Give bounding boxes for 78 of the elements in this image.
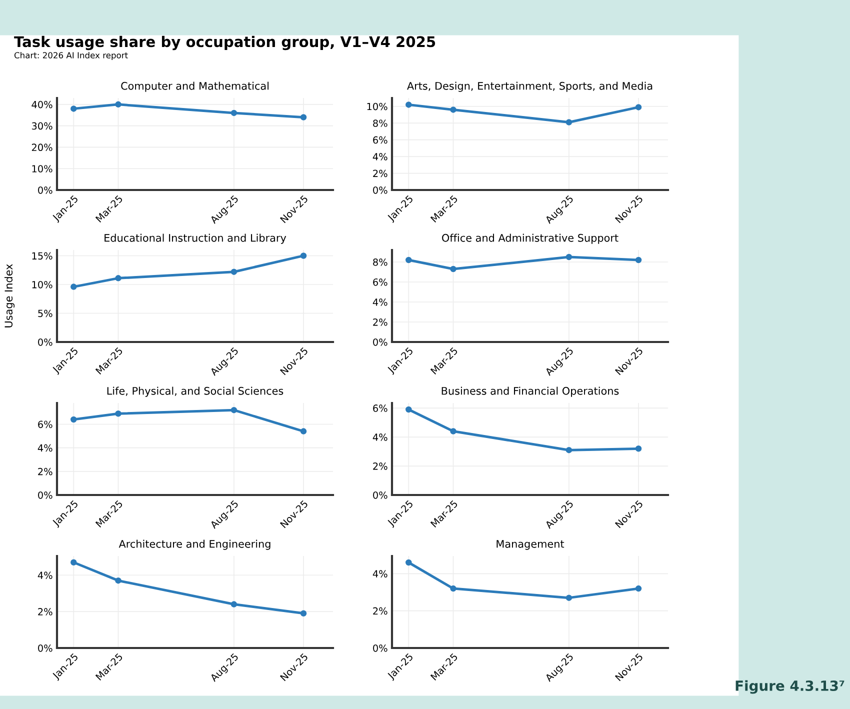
point — [566, 254, 572, 260]
y-tick-label: 2% — [373, 170, 388, 178]
y-tick-label: 4% — [372, 570, 388, 578]
y-tick-label: 4% — [38, 572, 52, 579]
point — [115, 577, 122, 584]
point — [300, 610, 307, 617]
point — [450, 585, 456, 592]
y-tick-label: 15% — [32, 252, 52, 260]
y-tick-label: 10% — [32, 280, 52, 288]
point — [406, 102, 412, 108]
point — [450, 428, 456, 434]
point — [406, 256, 412, 264]
point — [115, 275, 122, 282]
point — [566, 594, 572, 601]
y-tick-label: 2% — [373, 462, 388, 470]
point — [70, 559, 77, 566]
y-tick-label: 8% — [373, 258, 388, 266]
y-tick-label: 10% — [367, 102, 388, 110]
y-tick-label: 6% — [373, 404, 388, 412]
y-tick-label: 4% — [372, 153, 388, 160]
y-tick-label: 6% — [373, 136, 388, 144]
point — [566, 119, 572, 126]
text: Chart: 2026 AI Index report — [14, 52, 128, 60]
y-tick-label: 0% — [373, 491, 388, 499]
y-tick-label: 2% — [373, 318, 388, 326]
y-tick-label: 0% — [38, 644, 52, 652]
chart-title: Life, Physical, and Social Sciences — [107, 386, 284, 397]
chart-title: Business and Financial Operations — [442, 386, 619, 397]
y-tick-label: 40% — [32, 100, 52, 108]
point — [406, 406, 412, 413]
point — [635, 585, 642, 592]
y-tick-label: 0% — [38, 186, 52, 194]
point — [230, 110, 238, 116]
point — [450, 266, 456, 272]
caption: Figure 4.3.13⁷ — [736, 680, 844, 694]
y-tick-label: 8% — [373, 120, 388, 127]
text: Task usage share by occupation group, V1–V4 2025 — [14, 36, 436, 50]
point — [230, 601, 238, 608]
point — [230, 268, 238, 275]
y-tick-label: 0% — [373, 338, 388, 346]
y-axis-title: Usage Index — [4, 264, 15, 328]
chart-title: Computer and Mathematical — [121, 82, 269, 92]
y-tick-label: 2% — [38, 608, 52, 616]
point — [635, 104, 642, 110]
y-tick-label: 10% — [32, 165, 52, 172]
point — [115, 101, 122, 108]
point — [450, 106, 456, 113]
y-tick-label: 6% — [38, 420, 52, 428]
point — [70, 416, 77, 423]
chart-title: Educational Instruction and Library — [104, 234, 286, 244]
y-tick-label: 0% — [38, 491, 52, 499]
y-tick-label: 4% — [372, 434, 388, 441]
chart-title: Office and Administrative Support — [442, 234, 618, 244]
y-tick-label: 4% — [372, 298, 388, 306]
y-tick-label: 30% — [32, 122, 52, 130]
y-tick-label: 5% — [38, 310, 52, 318]
point — [70, 106, 77, 112]
y-tick-label: 2% — [373, 607, 388, 615]
y-tick-label: 0% — [373, 186, 388, 194]
point — [70, 284, 77, 290]
chart-title: Arts, Design, Entertainment, Sports, and Media — [407, 82, 652, 92]
y-tick-label: 20% — [32, 144, 52, 152]
point — [566, 446, 572, 454]
point — [635, 446, 642, 452]
point — [300, 114, 307, 120]
y-tick-label: 6% — [373, 278, 388, 286]
chart-title: Management — [496, 540, 564, 550]
point — [635, 256, 642, 264]
y-tick-label: 2% — [38, 468, 52, 476]
y-tick-label: 0% — [373, 644, 388, 652]
point — [115, 410, 122, 417]
point — [300, 252, 307, 259]
y-tick-label: 0% — [38, 338, 52, 346]
point — [230, 406, 238, 414]
point — [406, 559, 412, 566]
chart-title: Architecture and Engineering — [118, 540, 270, 550]
point — [300, 428, 307, 434]
y-tick-label: 4% — [38, 444, 52, 452]
